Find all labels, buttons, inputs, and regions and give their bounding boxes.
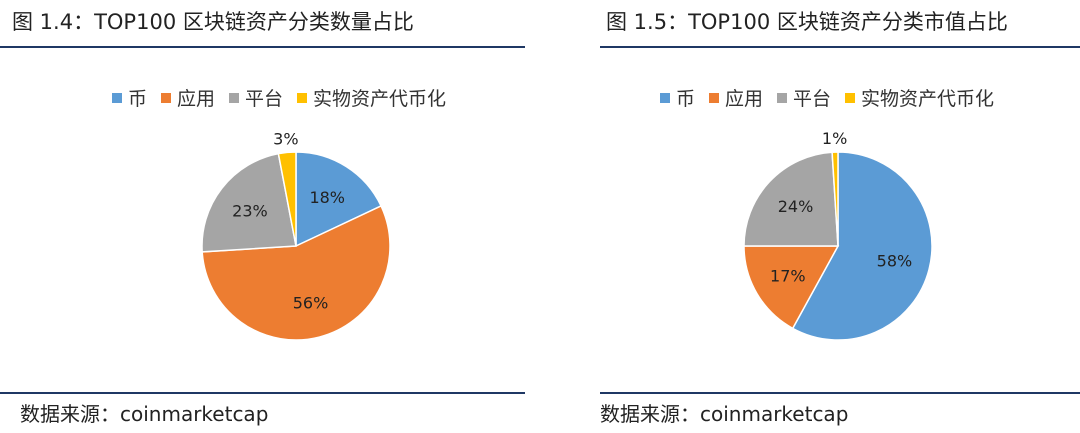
data-label-platform: 24% xyxy=(778,197,814,216)
legend-item-platform: 平台 xyxy=(777,84,831,111)
title-divider xyxy=(600,46,1080,48)
pie-slice-asset xyxy=(277,151,297,247)
pie-chart-count: 18% 56% 23% 3% xyxy=(201,129,391,341)
legend-label: 应用 xyxy=(177,88,216,110)
data-label-asset: 3% xyxy=(273,129,298,148)
legend-item-coin: 币 xyxy=(660,84,695,111)
legend-label: 实物资产代币化 xyxy=(861,88,995,110)
legend-label: 币 xyxy=(676,88,696,110)
source-note: 数据来源：coinmarketcap xyxy=(20,402,269,426)
chart-panel-marketcap: 图 1.5：TOP100 区块链资产分类市值占比 币 应用 平台 实物资产代币化… xyxy=(540,0,1080,433)
legend-swatch xyxy=(112,92,122,103)
legend-swatch xyxy=(161,92,172,103)
legend-label: 币 xyxy=(128,88,148,110)
legend-label: 实物资产代币化 xyxy=(313,88,447,110)
legend: 币 应用 平台 实物资产代币化 xyxy=(660,84,994,111)
source-divider xyxy=(600,392,1080,394)
data-label-asset: 1% xyxy=(822,129,847,148)
data-label-coin: 18% xyxy=(309,188,345,207)
pie-slice-app xyxy=(743,245,840,330)
data-label-app: 17% xyxy=(770,267,806,286)
legend-label: 平台 xyxy=(793,88,832,110)
pie-slice-app xyxy=(201,204,391,341)
legend-item-asset: 实物资产代币化 xyxy=(845,84,994,111)
pie-slice-platform xyxy=(743,151,839,247)
legend-swatch xyxy=(297,92,308,103)
legend-label: 平台 xyxy=(245,88,284,110)
data-label-platform: 23% xyxy=(232,201,268,220)
legend-swatch xyxy=(709,92,720,103)
pie-slice-platform xyxy=(201,152,297,253)
legend-swatch xyxy=(229,92,240,103)
legend: 币 应用 平台 实物资产代币化 xyxy=(112,84,446,111)
chart-panel-count: 图 1.4：TOP100 区块链资产分类数量占比 币 应用 平台 实物资产代币化… xyxy=(0,10,525,426)
legend-item-asset: 实物资产代币化 xyxy=(297,84,446,111)
pie-slice-coin xyxy=(295,151,383,248)
data-label-app: 56% xyxy=(293,293,329,312)
legend-swatch xyxy=(777,92,788,103)
legend-swatch xyxy=(660,92,670,103)
legend-item-coin: 币 xyxy=(112,84,147,111)
title-divider xyxy=(0,46,525,48)
data-label-coin: 58% xyxy=(877,251,913,270)
source-divider xyxy=(0,392,525,394)
legend-item-app: 应用 xyxy=(709,84,763,111)
source-note: 数据来源：coinmarketcap xyxy=(600,402,849,426)
pie-slice-asset xyxy=(831,151,839,247)
legend-swatch xyxy=(845,92,856,103)
legend-item-platform: 平台 xyxy=(229,84,283,111)
chart-title: 图 1.5：TOP100 区块链资产分类市值占比 xyxy=(606,10,1008,34)
pie-slice-coin xyxy=(791,151,933,341)
legend-item-app: 应用 xyxy=(161,84,215,111)
legend-label: 应用 xyxy=(725,88,764,110)
pie-chart-marketcap: 58% 17% 24% 1% xyxy=(743,129,933,341)
chart-title: 图 1.4：TOP100 区块链资产分类数量占比 xyxy=(12,10,414,34)
